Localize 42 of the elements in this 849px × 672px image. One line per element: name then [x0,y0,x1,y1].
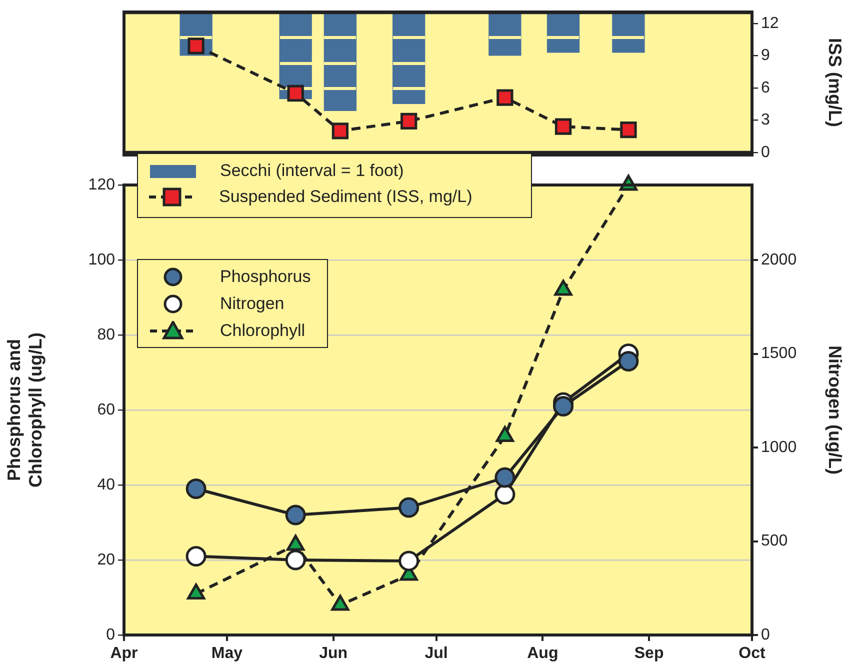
y2-tick-label: 1500 [761,345,797,362]
y-tick-label: 12 [761,14,779,32]
point [332,122,349,140]
y-tick-label: 3 [761,112,770,129]
y-tick-label: 60 [97,401,116,418]
x-tick-label: May [211,645,243,662]
point [186,546,206,566]
y-tick-label: 40 [97,476,116,494]
legend-label: Phosphorus [220,266,311,286]
x-tick-label: Jul [424,645,448,662]
y-tick-label: 120 [88,176,116,194]
x-tick-label: Oct [738,645,766,662]
y2-tick-label: 1000 [761,438,797,456]
legend-label: Chlorophyll [220,320,306,340]
y-tick-label: 0 [106,626,116,644]
y-tick-label: 80 [97,326,116,344]
y2-tick-label: 500 [761,532,788,550]
point [398,550,420,572]
y-tick-label: 9 [761,47,770,64]
y-tick-label: 100 [88,251,116,268]
legend-label: Suspended Sediment (ISS, mg/L) [219,186,472,207]
legend-label: Secchi (interval = 1 foot) [220,160,404,180]
point [188,38,204,54]
y-axis-title: ISS (mg/L) [825,38,846,128]
point [287,84,304,102]
x-tick-label: Apr [110,645,138,662]
point [400,112,418,130]
x-tick-label: Jun [319,645,348,662]
point [620,121,637,138]
y2-tick-label: 2000 [761,251,797,268]
point [554,118,572,135]
point [496,89,514,106]
y-axis-title: Phosphorus and Chlorophyll (ug/L) [4,332,46,488]
y-tick-label: 20 [97,551,116,568]
point [285,550,306,570]
x-tick-label: Aug [527,645,558,662]
y-tick-label: 0 [761,144,770,161]
y2-axis-title: Nitrogen (ug/L) [825,346,846,474]
legend-label: Nitrogen [220,294,284,314]
point [494,484,516,505]
y-tick-label: 6 [761,79,770,96]
x-tick-label: Sep [634,645,664,662]
